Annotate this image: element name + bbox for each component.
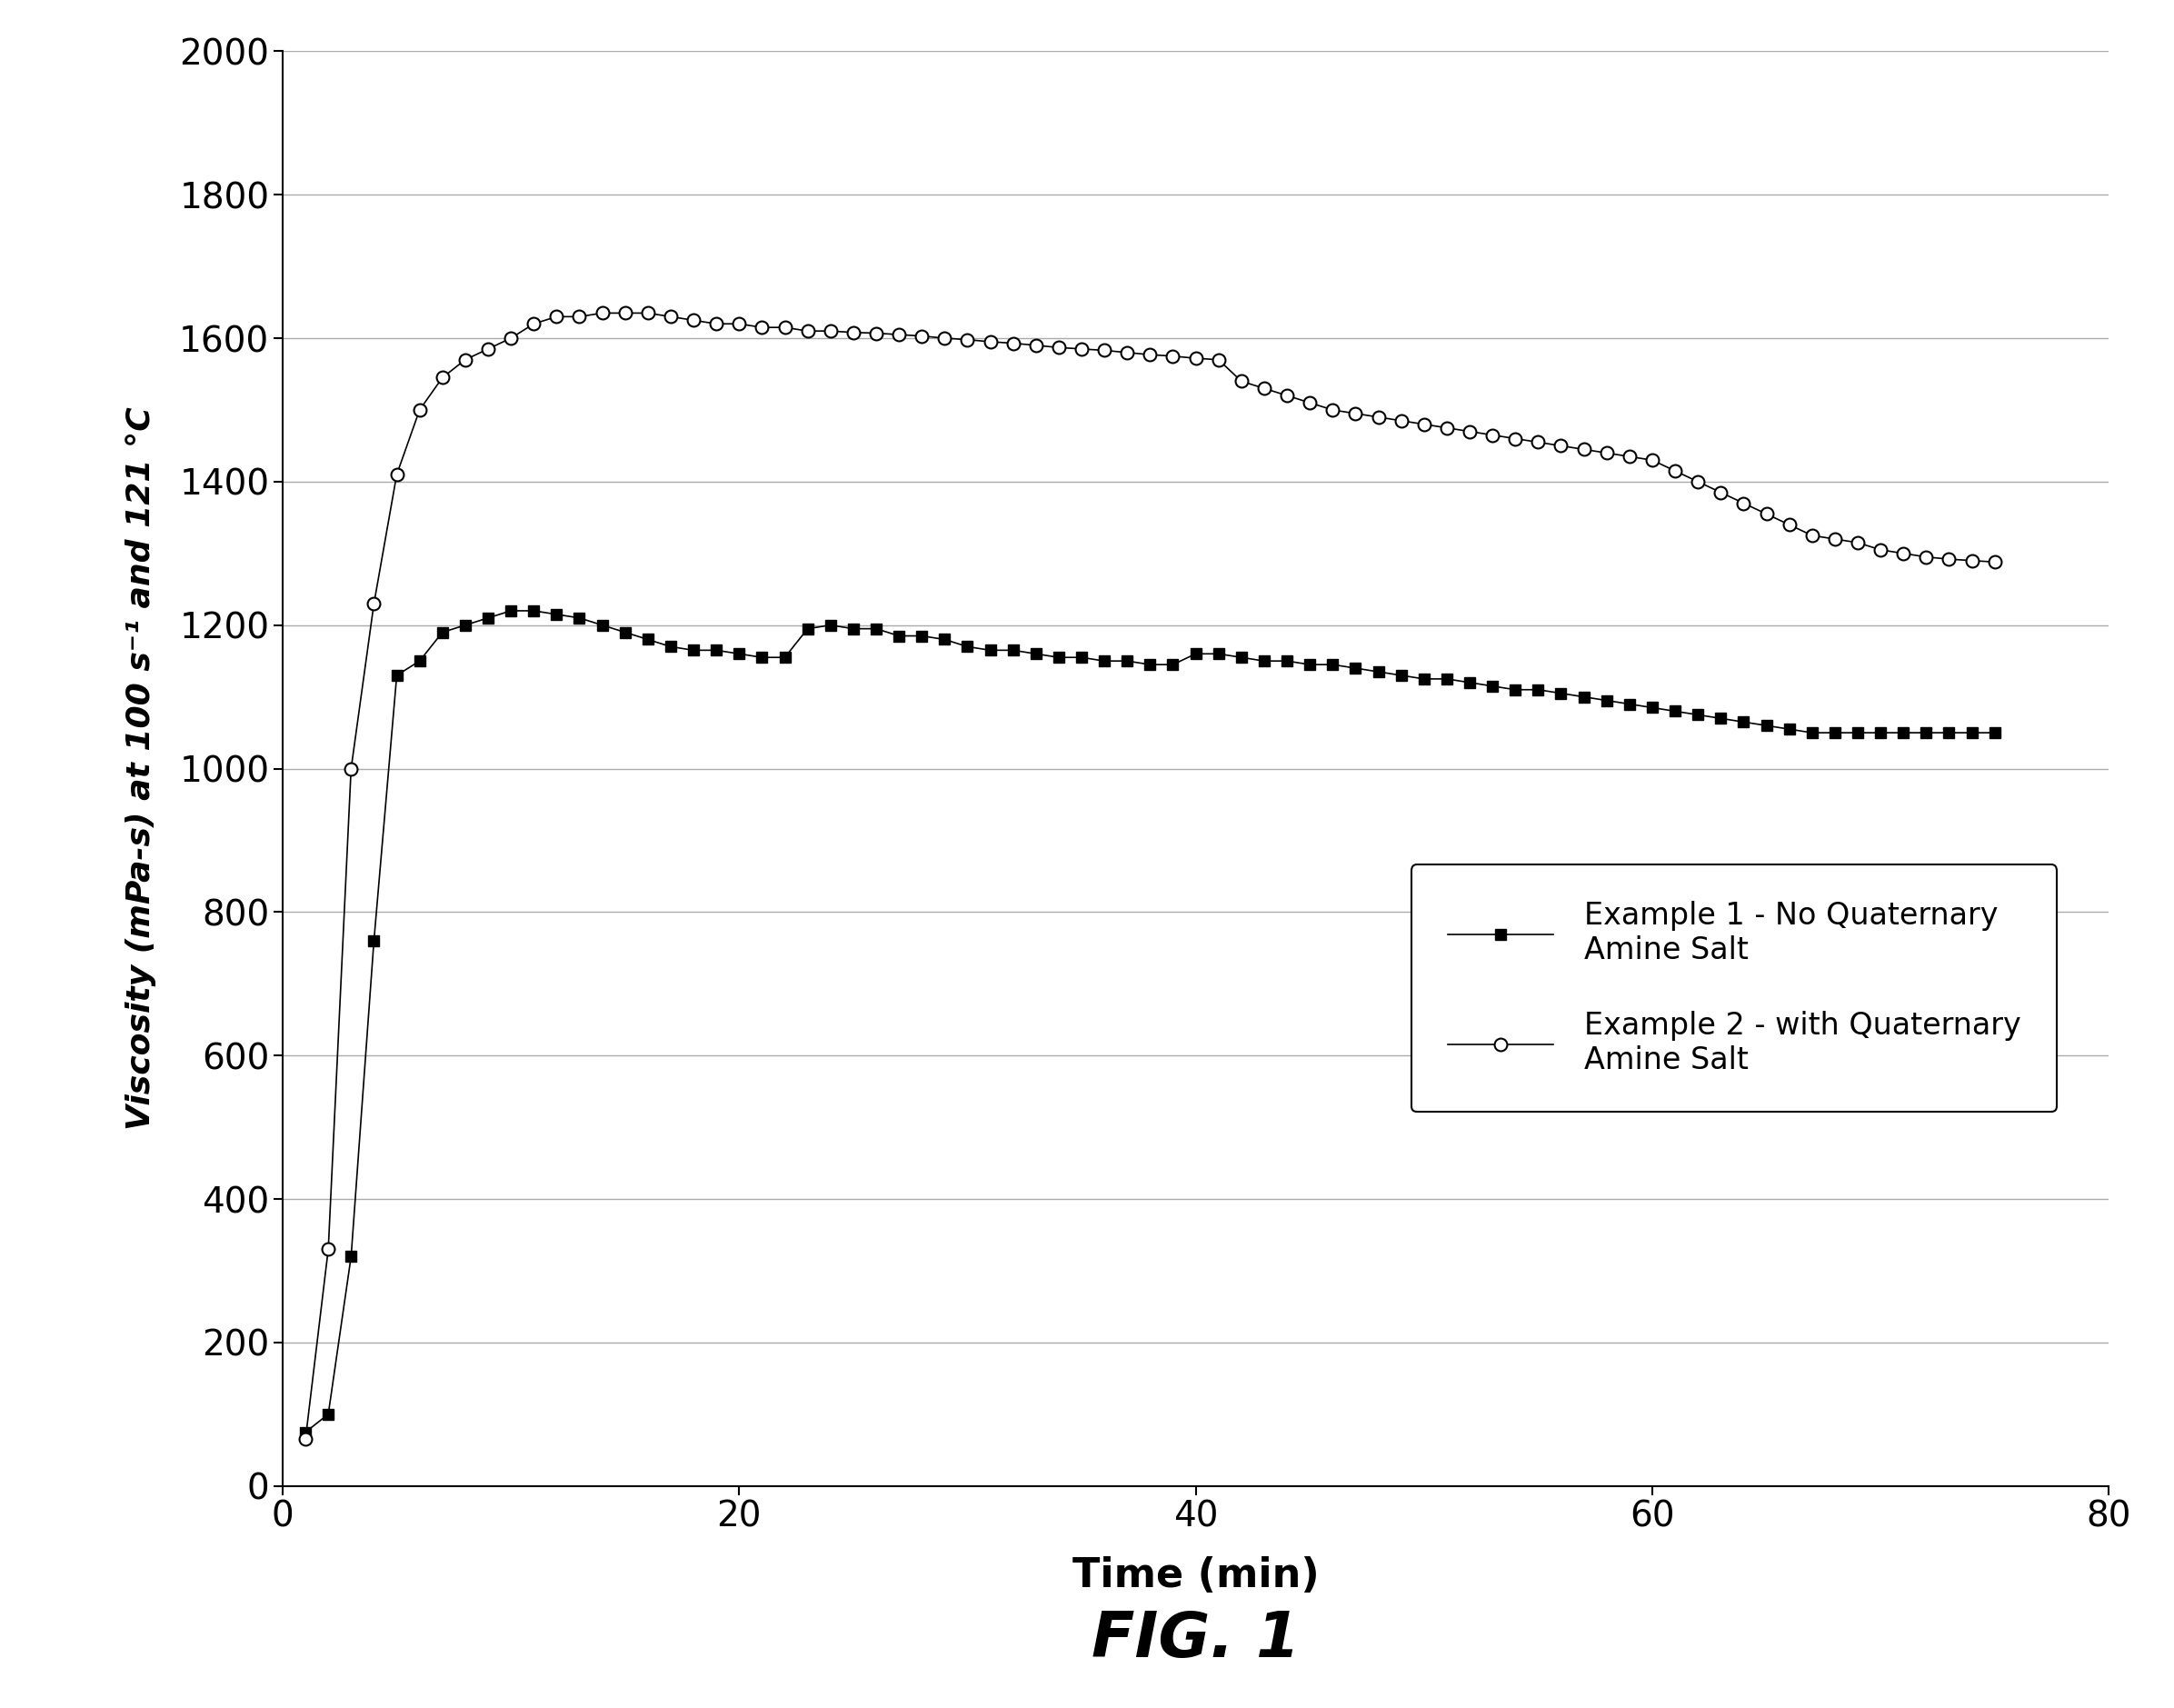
Y-axis label: Viscosity (mPa-s) at 100 s⁻¹ and 121 °C: Viscosity (mPa-s) at 100 s⁻¹ and 121 °C	[126, 407, 157, 1131]
Example 1 - No Quaternary
Amine Salt	[1661, 700, 1687, 721]
Example 1 - No Quaternary
Amine Salt	[1981, 722, 2007, 743]
Example 2 - with Quaternary
Amine Salt	[430, 367, 457, 388]
Example 1 - No Quaternary
Amine Salt	[1594, 690, 1620, 711]
Example 2 - with Quaternary
Amine Salt	[1709, 482, 1735, 502]
Example 1 - No Quaternary
Amine Salt	[291, 1421, 320, 1442]
Legend: Example 1 - No Quaternary
Amine Salt, Example 2 - with Quaternary
Amine Salt: Example 1 - No Quaternary Amine Salt, Ex…	[1411, 864, 2057, 1112]
Example 2 - with Quaternary
Amine Salt	[291, 1430, 320, 1450]
Line: Example 2 - with Quaternary
Amine Salt: Example 2 - with Quaternary Amine Salt	[300, 307, 2000, 1445]
Example 2 - with Quaternary
Amine Salt	[1822, 529, 1848, 550]
Example 2 - with Quaternary
Amine Salt	[1661, 461, 1687, 482]
Example 2 - with Quaternary
Amine Salt	[589, 302, 615, 323]
Line: Example 1 - No Quaternary
Amine Salt: Example 1 - No Quaternary Amine Salt	[300, 605, 2000, 1438]
X-axis label: Time (min): Time (min)	[1072, 1556, 1320, 1595]
Example 1 - No Quaternary
Amine Salt	[430, 622, 457, 642]
Example 1 - No Quaternary
Amine Salt	[1822, 722, 1848, 743]
Example 1 - No Quaternary
Amine Salt	[498, 601, 524, 622]
Text: FIG. 1: FIG. 1	[1091, 1609, 1300, 1670]
Example 2 - with Quaternary
Amine Salt	[1639, 449, 1665, 470]
Example 2 - with Quaternary
Amine Salt	[1981, 552, 2007, 572]
Example 1 - No Quaternary
Amine Salt	[1709, 709, 1735, 729]
Example 2 - with Quaternary
Amine Salt	[1594, 442, 1620, 463]
Example 1 - No Quaternary
Amine Salt	[1639, 697, 1665, 717]
